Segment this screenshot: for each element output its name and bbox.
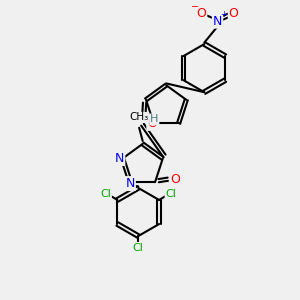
Text: Cl: Cl bbox=[100, 189, 111, 199]
Text: H: H bbox=[150, 114, 158, 124]
Text: N: N bbox=[125, 177, 135, 190]
Text: O: O bbox=[229, 7, 238, 20]
Text: N: N bbox=[115, 152, 124, 165]
Text: CH₃: CH₃ bbox=[130, 112, 149, 122]
Text: O: O bbox=[170, 173, 180, 186]
Text: +: + bbox=[220, 10, 227, 19]
Text: N: N bbox=[213, 15, 222, 28]
Text: −: − bbox=[191, 2, 199, 12]
Text: Cl: Cl bbox=[166, 189, 176, 199]
Text: O: O bbox=[147, 117, 157, 130]
Text: Cl: Cl bbox=[133, 243, 144, 253]
Text: O: O bbox=[196, 7, 206, 20]
